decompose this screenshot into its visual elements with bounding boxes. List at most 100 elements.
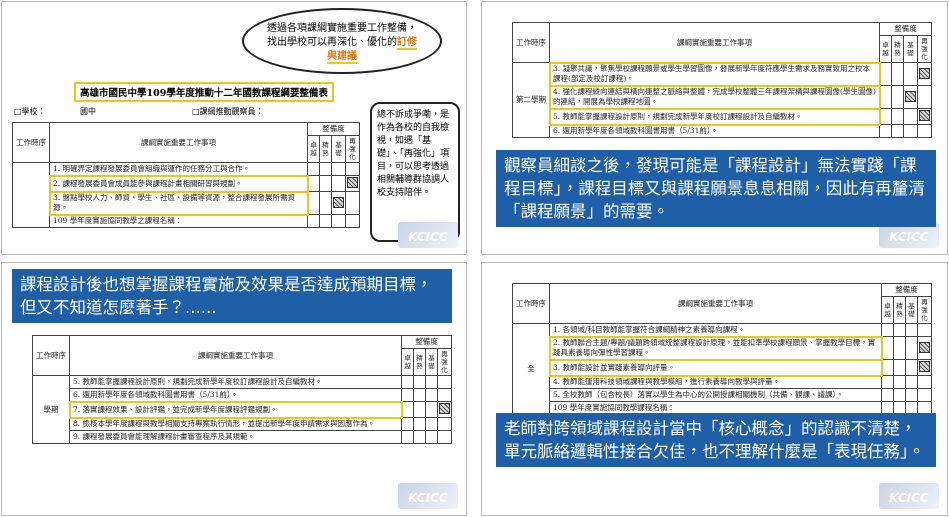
level-cell bbox=[905, 375, 918, 389]
header-row: 工作時序 課綱實施重要工作事項 整備度 bbox=[32, 335, 452, 376]
level-cell bbox=[917, 336, 932, 360]
table-row: 5. 全校教師（包含校長）落實以學生為中心的公開授課相關機制（共備、觀課、議課）… bbox=[513, 388, 932, 402]
table-row: 7. 落實課程效果、設計評鑑，並完成新學年度課程評鑑規劃。 bbox=[33, 400, 452, 419]
table-row: 1. 明確界定課程發展委員會組織與運作的任務分工與合作。 bbox=[12, 162, 360, 228]
form-title: 高雄市國民中學109學年度推動十二年國教課程綱要整備表 bbox=[74, 82, 334, 102]
level-cell bbox=[401, 375, 414, 389]
level-cell bbox=[917, 388, 932, 402]
readiness-table: 工作時序 課綱實施重要工作事項 整備度 卓越 精熟 基礎 再強化 學期 5. 教師能掌握課程設計… bbox=[32, 335, 452, 444]
table-row: 5. 教師能掌握課程設計原則，規劃完成新學年度校訂課程設計及自編教材。 bbox=[513, 107, 932, 126]
table-row: 全 1. 各領域/科目教師能掌握符合課綱精神之素養導向課程。 bbox=[512, 323, 932, 415]
level-cell bbox=[319, 214, 332, 228]
level-cell bbox=[917, 375, 932, 389]
bubble-text: 透過各項課綱實施重要工作整備，找出學校可以再深化、優化的 bbox=[267, 23, 417, 48]
table-row: 3. 教師能設計並實踐素養導向評量。 bbox=[513, 358, 932, 377]
check-icon bbox=[347, 177, 358, 188]
level-cell bbox=[917, 85, 932, 109]
level-cell bbox=[437, 401, 452, 418]
slide: 透過各項課綱實施重要工作整備，找出學校可以再深化、優化的訂修與建議 高雄市國民中… bbox=[1, 1, 467, 255]
row-item: 5. 全校教師（包含校長）落實以學生為中心的公開授課相關機制（共備、觀課、議課）… bbox=[549, 388, 882, 402]
level-cell bbox=[903, 85, 918, 109]
level-cell bbox=[425, 430, 438, 444]
header-item: 課綱實施重要工作事項 bbox=[49, 122, 308, 163]
table-row: 2. 教師聯合主題/專題/議題跨領域統整課程設計原理，並能扣準學校課程願景、掌握… bbox=[513, 335, 932, 361]
header-readiness: 整備度 bbox=[307, 122, 360, 136]
level-cell bbox=[413, 430, 426, 444]
level-cell bbox=[917, 108, 932, 125]
level-cell bbox=[881, 359, 894, 376]
level-cell bbox=[891, 124, 904, 138]
slide: 課程設計後也想掌握課程實施及效果是否達成預期目標，但又不知道怎麼著手？.....… bbox=[1, 262, 467, 516]
period-cell: 學期 bbox=[32, 375, 70, 444]
header-item: 課綱實施重要工作事項 bbox=[549, 283, 882, 324]
row-item: 5. 教師能掌握課程設計原則，規劃完成新學年度校訂課程設計及自編教材。 bbox=[548, 107, 881, 126]
header-row: 卓越 精熟 基礎 再強化 bbox=[513, 35, 932, 63]
header-period: 工作時序 bbox=[512, 22, 550, 63]
level-cell bbox=[437, 388, 452, 402]
row-item: 1. 各領域/科目教師能掌握符合課綱精神之素養導向課程。 bbox=[549, 323, 882, 337]
level-cell bbox=[903, 124, 918, 138]
logo: KCICC bbox=[398, 222, 458, 248]
header-item: 課綱實施重要工作事項 bbox=[69, 335, 402, 376]
level-cell bbox=[905, 388, 918, 402]
check-icon bbox=[919, 361, 930, 372]
level-cell bbox=[437, 430, 452, 444]
level-cell bbox=[413, 417, 426, 431]
slide: 老師對跨領域課程設計當中「核心概念」的認識不清楚，單元脈絡邏輯性接合欠佳，也不理… bbox=[481, 262, 948, 516]
check-icon bbox=[905, 90, 916, 102]
header-level: 基礎 bbox=[905, 296, 918, 324]
callout: 老師對跨領域課程設計當中「核心概念」的認識不清楚，單元脈絡邏輯性接合欠佳，也不理… bbox=[496, 413, 936, 467]
level-cell bbox=[331, 191, 346, 215]
observer-label: □課綱推動觀察員： bbox=[192, 107, 264, 116]
table-row: 4. 強化課程縱向連結與橫向連整之脈絡與整體，完成學校整體三年課程架構與課程圖像… bbox=[513, 84, 932, 110]
row-item: 2. 課程發展委員會成員能參與課程計畫相關研習與規劃。 bbox=[48, 174, 309, 193]
header-row: 工作時序 課綱實施重要工作事項 整備度 bbox=[512, 22, 932, 63]
header-period: 工作時序 bbox=[32, 335, 70, 376]
readiness-table: 工作時序 課綱實施重要工作事項 整備度 卓越 精熟 基礎 再強化全 1. 各領域/科目教師能掌… bbox=[512, 283, 932, 415]
header-period: 工作時序 bbox=[512, 283, 550, 324]
row-item: 3. 教師能設計並實踐素養導向評量。 bbox=[548, 358, 883, 377]
header-row: 工作時序 課綱實施重要工作事項 整備度 bbox=[12, 122, 360, 163]
level-cell bbox=[881, 375, 894, 389]
row-item: 8. 檢核本學年度課程與教學相關支持專案執行情形，並提出新學年度申請需求與因應作… bbox=[69, 417, 402, 431]
level-cell bbox=[917, 323, 932, 337]
callout: 課程設計後也想掌握課程實施及效果是否達成預期目標，但又不知道怎麼著手？.....… bbox=[12, 269, 452, 323]
level-cell bbox=[437, 375, 452, 389]
level-cell bbox=[401, 430, 414, 444]
check-icon bbox=[919, 341, 930, 353]
row-item: 6. 選用新學年度各領域教科圖書用書（5/31前）。 bbox=[69, 388, 402, 402]
row-item: 5. 教師能掌握課程設計原則，規劃完成新學年度校訂課程設計及自編教材。 bbox=[69, 375, 402, 389]
level-cell bbox=[401, 417, 414, 431]
level-cell bbox=[879, 62, 892, 86]
header-readiness: 整備度 bbox=[401, 335, 452, 349]
level-cell bbox=[893, 388, 906, 402]
level-cell bbox=[905, 359, 918, 376]
level-cell bbox=[319, 175, 332, 192]
level-cell bbox=[345, 175, 360, 192]
row-item: 109 學年度實施協同教學之課程名稱： bbox=[49, 214, 308, 228]
level-cell bbox=[917, 124, 932, 138]
level-cell bbox=[425, 417, 438, 431]
note: 總不訴成爭嘞，是作為各校的自我檢視，如遇「基礎」、「再強化」項目，可以思考透過相… bbox=[370, 102, 460, 242]
level-cell bbox=[401, 401, 414, 418]
readiness-table: 工作時序 課綱實施重要工作事項 整備度 卓越 精熟 基礎 再強化 第二學期 3. 凝聚共識，聚焦… bbox=[512, 22, 932, 138]
slide: 觀察員細談之後，發現可能是「課程設計」無法實踐「課程目標」，課程目標又與課程願景… bbox=[481, 1, 948, 255]
level-cell bbox=[903, 108, 918, 125]
header-level: 精熟 bbox=[319, 135, 332, 163]
logo: KCICC bbox=[398, 483, 458, 509]
header-row: 卓越 精熟 基礎 再強化 bbox=[33, 348, 452, 376]
level-cell bbox=[401, 388, 414, 402]
level-cell bbox=[893, 375, 906, 389]
table-row: 4. 教師能運用科技領域課程與教學模組，進行素養導向教學與評量。 bbox=[513, 375, 932, 389]
level-cell bbox=[413, 401, 426, 418]
table-row: 2. 課程發展委員會成員能參與課程計畫相關研習與規劃。 bbox=[13, 174, 360, 193]
callout: 觀察員細談之後，發現可能是「課程設計」無法實踐「課程目標」，課程目標又與課程願景… bbox=[496, 150, 936, 227]
row-item: 1. 明確界定課程發展委員會組織與運作的任務分工與合作。 bbox=[49, 162, 308, 176]
check-icon bbox=[439, 403, 450, 414]
header-item: 課綱實施重要工作事項 bbox=[549, 22, 880, 63]
level-cell bbox=[881, 388, 894, 402]
level-cell bbox=[425, 375, 438, 389]
level-cell bbox=[891, 108, 904, 125]
